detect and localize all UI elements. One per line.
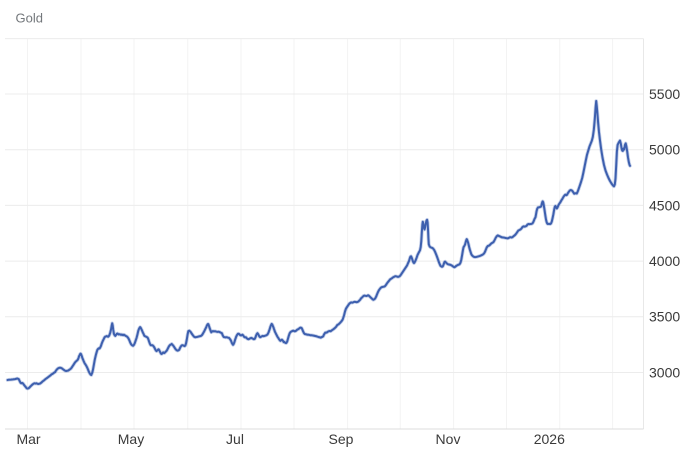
svg-text:5500: 5500 bbox=[649, 86, 680, 102]
svg-text:4000: 4000 bbox=[649, 253, 680, 269]
svg-text:May: May bbox=[118, 431, 144, 447]
svg-text:3500: 3500 bbox=[649, 309, 680, 325]
svg-text:Nov: Nov bbox=[436, 431, 461, 447]
svg-text:5000: 5000 bbox=[649, 142, 680, 158]
svg-text:Jul: Jul bbox=[226, 431, 244, 447]
svg-text:Sep: Sep bbox=[329, 431, 354, 447]
svg-text:3000: 3000 bbox=[649, 364, 680, 380]
svg-text:Gold: Gold bbox=[16, 11, 43, 26]
svg-text:4500: 4500 bbox=[649, 197, 680, 213]
svg-text:Mar: Mar bbox=[16, 431, 40, 447]
svg-text:2026: 2026 bbox=[534, 431, 565, 447]
